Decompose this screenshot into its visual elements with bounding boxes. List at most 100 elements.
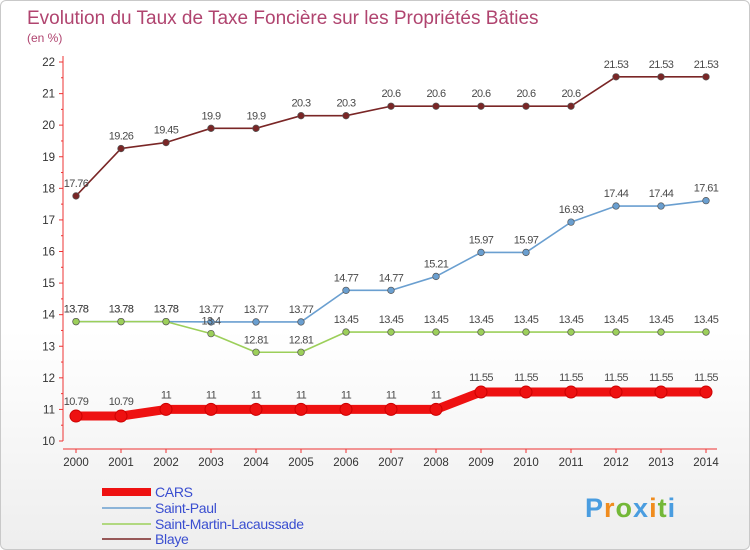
data-point [207, 318, 215, 326]
data-label: 13.4 [201, 316, 220, 328]
data-point [387, 286, 395, 294]
x-tick-label: 2008 [423, 457, 449, 469]
data-label: 13.77 [244, 304, 269, 316]
data-label: 13.45 [379, 314, 404, 326]
data-label: 13.77 [199, 304, 224, 316]
x-tick-label: 2011 [559, 457, 584, 469]
data-label: 21.53 [694, 59, 719, 71]
data-label: 14.77 [379, 272, 404, 284]
data-point [69, 409, 83, 423]
data-label: 11.55 [649, 372, 673, 384]
data-label: 20.3 [291, 98, 310, 110]
data-label: 13.45 [334, 314, 359, 326]
x-tick-label: 2006 [333, 457, 359, 469]
data-point [522, 248, 530, 257]
x-tick-label: 2012 [603, 457, 629, 469]
data-point [519, 385, 533, 399]
series-layer [69, 73, 713, 423]
data-label: 11.55 [604, 372, 628, 384]
data-label: 15.97 [514, 234, 539, 246]
data-point [657, 73, 665, 81]
legend-label: Saint-Paul [155, 500, 217, 516]
y-tick-label: 10 [42, 436, 55, 448]
data-label: 17.44 [649, 188, 674, 200]
axes: 10 11 12 13 14 15 16 17 18 19 20 21 22 2000 2001 2002 20… [42, 56, 719, 469]
chart-title: Evolution du Taux de Taxe Foncière sur l… [27, 8, 539, 29]
data-point [429, 402, 443, 416]
data-point [387, 328, 395, 336]
data-label: 20.6 [471, 88, 490, 100]
data-label: 13.45 [469, 314, 494, 326]
data-point [207, 329, 215, 338]
data-label: 15.21 [424, 258, 449, 270]
data-labels: 10.79 10.79 11 11 11 11 11 11 11 11.55 11.55 11.55 1… [64, 59, 720, 408]
data-point [297, 112, 305, 120]
data-label: 13.45 [649, 314, 674, 326]
x-tick-label: 2010 [513, 457, 539, 469]
data-point [612, 328, 620, 336]
data-point [654, 385, 668, 399]
data-label: 21.53 [604, 59, 629, 71]
data-label: 11 [341, 389, 352, 401]
y-tick-label: 12 [42, 373, 55, 385]
y-tick-label: 14 [42, 310, 55, 322]
data-point [339, 402, 353, 416]
data-label: 10.79 [64, 396, 89, 408]
y-tick-label: 19 [42, 152, 55, 164]
data-label: 11 [386, 389, 397, 401]
x-tick-label: 2005 [288, 457, 314, 469]
x-tick-label: 2014 [693, 457, 719, 469]
data-point [252, 124, 260, 132]
data-label: 14.77 [334, 272, 359, 284]
legend-label: Blaye [155, 531, 189, 547]
data-label: 19.26 [109, 131, 134, 143]
data-point [567, 328, 575, 336]
data-label: 20.6 [561, 88, 580, 100]
data-label: 13.45 [694, 314, 719, 326]
y-tick-label: 15 [42, 278, 55, 290]
legend-label: Saint-Martin-Lacaussade [155, 516, 304, 532]
data-point [612, 73, 620, 81]
logo-text: Proxiti [585, 493, 676, 523]
data-label: 11.55 [559, 372, 583, 384]
data-label: 19.9 [201, 110, 220, 122]
data-label: 13.45 [514, 314, 539, 326]
data-label: 13.78 [109, 304, 134, 316]
data-label: 20.6 [426, 88, 445, 100]
data-label: 13.78 [154, 304, 179, 316]
y-tick-label: 13 [42, 341, 55, 353]
data-label: 12.81 [244, 334, 269, 346]
x-tick-label: 2001 [108, 457, 134, 469]
data-label: 11 [431, 389, 442, 401]
x-tick-label: 2007 [378, 457, 404, 469]
data-point [159, 402, 173, 416]
data-point [72, 317, 80, 326]
x-tick-label: 2000 [63, 457, 89, 469]
data-label: 13.78 [154, 304, 179, 316]
data-point [432, 272, 440, 281]
series-line-saint-martin-lacaussade [76, 320, 706, 354]
data-label: 13.78 [64, 304, 89, 316]
data-point [297, 318, 305, 326]
data-point [702, 73, 710, 81]
data-point [702, 197, 710, 205]
proxiti-logo: Proxiti [585, 493, 676, 523]
data-label: 17.61 [694, 183, 719, 195]
data-label: 13.78 [64, 304, 89, 316]
data-label: 20.6 [381, 88, 400, 100]
data-label: 13.45 [559, 314, 584, 326]
x-tick-label: 2002 [153, 457, 179, 469]
data-point [249, 402, 263, 416]
legend-label: CARS [155, 484, 193, 500]
data-point [204, 402, 218, 416]
data-label: 11.55 [469, 372, 493, 384]
data-label: 17.44 [604, 188, 629, 200]
data-label: 12.81 [289, 334, 314, 346]
data-point [477, 248, 485, 257]
data-point [162, 317, 170, 326]
data-point [474, 385, 488, 399]
data-label: 11 [251, 389, 262, 401]
y-tick-label: 20 [42, 120, 55, 132]
